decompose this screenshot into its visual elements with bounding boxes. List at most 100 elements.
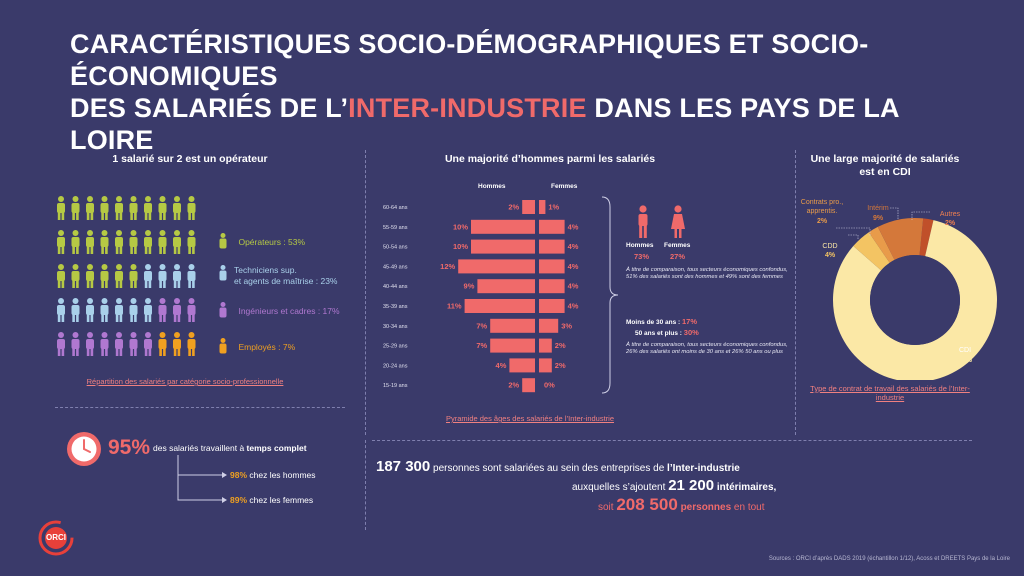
- totals-interim-num: 21 200: [668, 477, 715, 494]
- bar-hommes-label: 9%: [464, 282, 475, 291]
- person-icon: [158, 196, 167, 220]
- person-icon: [57, 332, 65, 356]
- bar-femmes: [539, 259, 565, 274]
- totals-salaries-num: 187 300: [376, 458, 431, 475]
- bar-femmes-label: 3%: [561, 321, 572, 330]
- donut-slice: [919, 218, 934, 257]
- donut-slice: [877, 218, 924, 260]
- age-category-label: 20-24 ans: [383, 363, 408, 369]
- source-note: Sources : ORCI d’après DADS 2019 (échant…: [768, 556, 1010, 562]
- totals-all-num: 208 500: [616, 495, 678, 514]
- page-title: CARACTÉRISTIQUES SOCIO-DÉMOGRAPHIQUES ET…: [70, 28, 970, 156]
- fulltime-hommes-pct: 98%: [230, 470, 248, 480]
- bar-femmes-label: 4%: [568, 282, 579, 291]
- bar-hommes: [477, 279, 535, 294]
- person-icon: [86, 298, 94, 322]
- pyramid-hommes-header: Hommes: [478, 183, 506, 190]
- fulltime-pct: 95%: [108, 436, 151, 459]
- bar-femmes: [539, 239, 565, 254]
- totals-line-1-text: personnes sont salariées au sein des ent…: [430, 463, 668, 474]
- person-icon: [144, 332, 152, 356]
- totals-line-3-bold: personnes: [677, 502, 732, 513]
- bar-hommes: [471, 239, 535, 254]
- gender-hommes-label: Hommes: [626, 242, 654, 249]
- age-category-label: 30-34 ans: [383, 324, 408, 330]
- person-icon: [219, 338, 227, 354]
- bar-hommes-label: 12%: [440, 262, 455, 271]
- person-icon: [57, 196, 65, 220]
- bar-hommes-label: 10%: [453, 242, 468, 251]
- person-icon: [129, 196, 138, 220]
- age-line-2-value: 30%: [683, 328, 699, 337]
- orci-logo-text: ORCI: [46, 533, 66, 542]
- age-category-label: 40-44 ans: [383, 284, 408, 290]
- totals-line-2-text: auxquelles s’ajoutent: [572, 482, 669, 493]
- person-icon: [86, 196, 94, 220]
- person-icon: [71, 264, 80, 288]
- section3-title-1: Une large majorité de salariés: [810, 153, 960, 165]
- divider-3: [55, 407, 345, 408]
- legend-ingenieurs: Ingénieurs et cadres : 17%: [218, 302, 340, 323]
- bar-femmes-label: 2%: [555, 361, 566, 370]
- orci-logo: ORCI: [38, 520, 74, 556]
- person-icon: [173, 332, 181, 356]
- person-icon: [158, 332, 167, 356]
- fulltime-text-bold: temps complet: [246, 443, 307, 453]
- donut-label: Autres: [940, 211, 961, 218]
- gender-femmes-pct: 27%: [670, 252, 686, 261]
- age-category-label: 50-54 ans: [383, 245, 408, 251]
- age-category-label: 45-49 ans: [383, 264, 408, 270]
- section1-title: 1 salarié sur 2 est un opérateur: [112, 153, 268, 165]
- donut-label: 4%: [825, 252, 836, 259]
- legend-operateurs-label: Opérateurs : 53%: [238, 237, 306, 247]
- legend-techniciens-label: Techniciens sup.: [234, 265, 297, 275]
- person-icon: [86, 332, 94, 356]
- age-pyramid-chart: 60-64 ans 2% 1% 55-59 ans 10% 4% 50-54 ans 10% 4…: [383, 200, 579, 393]
- totals-line-3: soit 208 500 personnes en tout: [598, 495, 765, 515]
- fulltime-text-pre: des salariés travaillent à: [153, 443, 247, 453]
- person-icon: [71, 196, 80, 220]
- totals-line-2: auxquelles s’ajoutent 21 200 intérimaire…: [572, 477, 776, 494]
- person-icon: [71, 230, 80, 254]
- bar-femmes-label: 1%: [548, 203, 559, 212]
- bar-hommes: [490, 318, 535, 333]
- person-icon: [129, 230, 138, 254]
- bar-femmes-label: 4%: [568, 242, 579, 251]
- bar-femmes: [539, 338, 552, 353]
- divider-4: [365, 440, 366, 530]
- person-icon: [219, 233, 227, 249]
- legend-techniciens: Techniciens sup. et agents de maîtrise :…: [218, 265, 337, 287]
- divider-2: [795, 150, 796, 435]
- bar-femmes-label: 0%: [544, 381, 555, 390]
- age-line-2: 50 ans et plus : 30%: [635, 328, 699, 337]
- person-icon: [187, 230, 196, 254]
- totals-line-1-bold: l’Inter-industrie: [667, 463, 740, 474]
- person-icon: [144, 230, 152, 254]
- person-icon: [173, 298, 181, 322]
- section3-caption: Type de contrat de travail des salariés …: [810, 384, 970, 402]
- person-icon: [86, 264, 94, 288]
- fulltime-femmes-pct: 89%: [230, 495, 248, 505]
- person-icon: [100, 196, 109, 220]
- age-category-label: 15-19 ans: [383, 383, 408, 389]
- title-line-1: CARACTÉRISTIQUES SOCIO-DÉMOGRAPHIQUES ET…: [70, 29, 869, 91]
- legend-techniciens-label-2: et agents de maîtrise : 23%: [234, 276, 338, 286]
- fulltime-hommes: 98% chez les hommes: [230, 470, 316, 480]
- legend-employes-label: Employés : 7%: [238, 342, 296, 352]
- title-line-2-post: DANS LES PAYS DE LA LOIRE: [70, 93, 899, 155]
- person-icon: [219, 265, 227, 281]
- person-icon: [144, 264, 152, 288]
- person-icon: [100, 264, 109, 288]
- bar-femmes-label: 2%: [555, 341, 566, 350]
- donut-label: Intérim: [867, 205, 889, 212]
- age-line-1-label: Moins de 30 ans :: [626, 319, 681, 326]
- fulltime-femmes: 89% chez les femmes: [230, 495, 313, 505]
- totals-line-3-end: en tout: [731, 502, 765, 513]
- legend-operateurs: Opérateurs : 53%: [218, 233, 305, 254]
- title-line-2-pre: DES SALARIÉS DE L’: [70, 93, 349, 123]
- age-category-label: 60-64 ans: [383, 205, 408, 211]
- bar-femmes-label: 4%: [568, 302, 579, 311]
- donut-label: 2%: [945, 220, 956, 227]
- bar-hommes-label: 11%: [447, 302, 462, 311]
- donut-slice: [868, 226, 895, 263]
